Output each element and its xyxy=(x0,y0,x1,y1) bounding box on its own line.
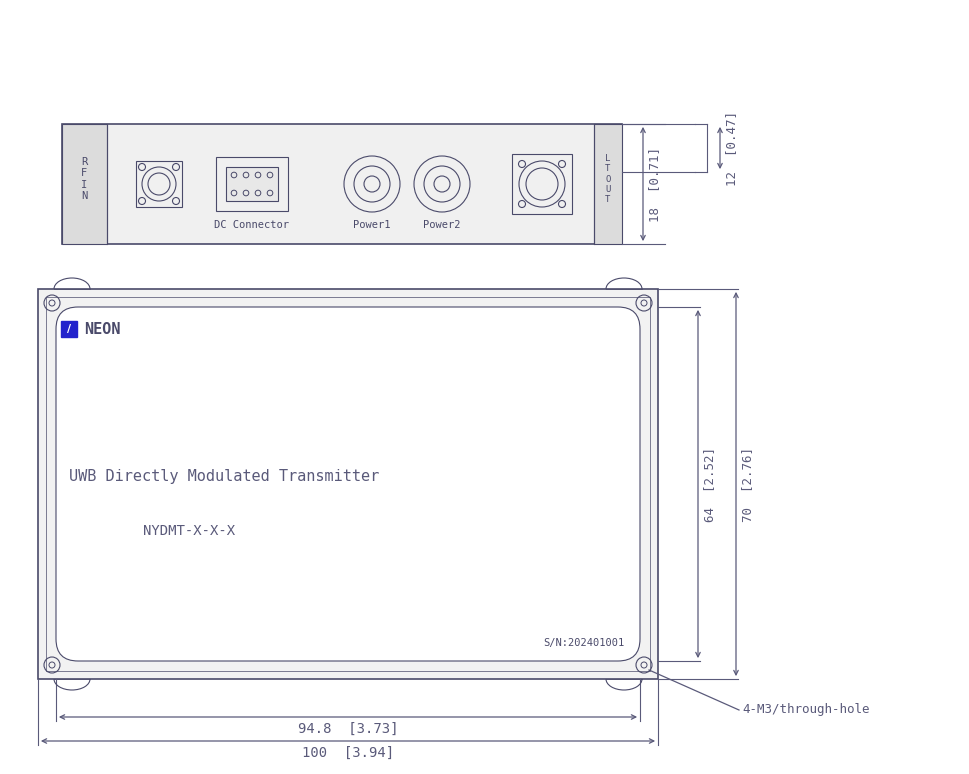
Text: R
F
I
N: R F I N xyxy=(81,156,87,201)
Text: 64  [2.52]: 64 [2.52] xyxy=(703,447,716,522)
Text: 4-M3/through-hole: 4-M3/through-hole xyxy=(742,704,869,717)
Text: DC Connector: DC Connector xyxy=(214,220,290,230)
Text: 94.8  [3.73]: 94.8 [3.73] xyxy=(297,722,398,736)
Text: 18  [0.71]: 18 [0.71] xyxy=(648,146,661,221)
Text: /: / xyxy=(67,324,71,334)
Bar xyxy=(216,157,288,211)
Text: NYDMT-X-X-X: NYDMT-X-X-X xyxy=(143,524,235,538)
Text: Power1: Power1 xyxy=(354,220,391,230)
Text: 12  [0.47]: 12 [0.47] xyxy=(725,111,738,186)
Text: UWB Directly Modulated Transmitter: UWB Directly Modulated Transmitter xyxy=(69,469,379,484)
Bar xyxy=(136,161,182,207)
Text: 100  [3.94]: 100 [3.94] xyxy=(302,746,394,760)
Bar xyxy=(512,154,572,214)
Text: NEON: NEON xyxy=(84,321,120,337)
Text: 70  [2.76]: 70 [2.76] xyxy=(741,447,754,522)
Text: L
T
O
U
T: L T O U T xyxy=(606,154,610,204)
Bar xyxy=(594,124,622,244)
Bar xyxy=(62,124,107,244)
Bar xyxy=(38,289,658,679)
Bar xyxy=(46,297,650,671)
FancyBboxPatch shape xyxy=(56,307,640,661)
Text: Power2: Power2 xyxy=(423,220,460,230)
Bar xyxy=(226,167,278,201)
Bar xyxy=(61,321,77,337)
Text: S/N:202401001: S/N:202401001 xyxy=(544,638,625,648)
Bar xyxy=(62,124,622,244)
